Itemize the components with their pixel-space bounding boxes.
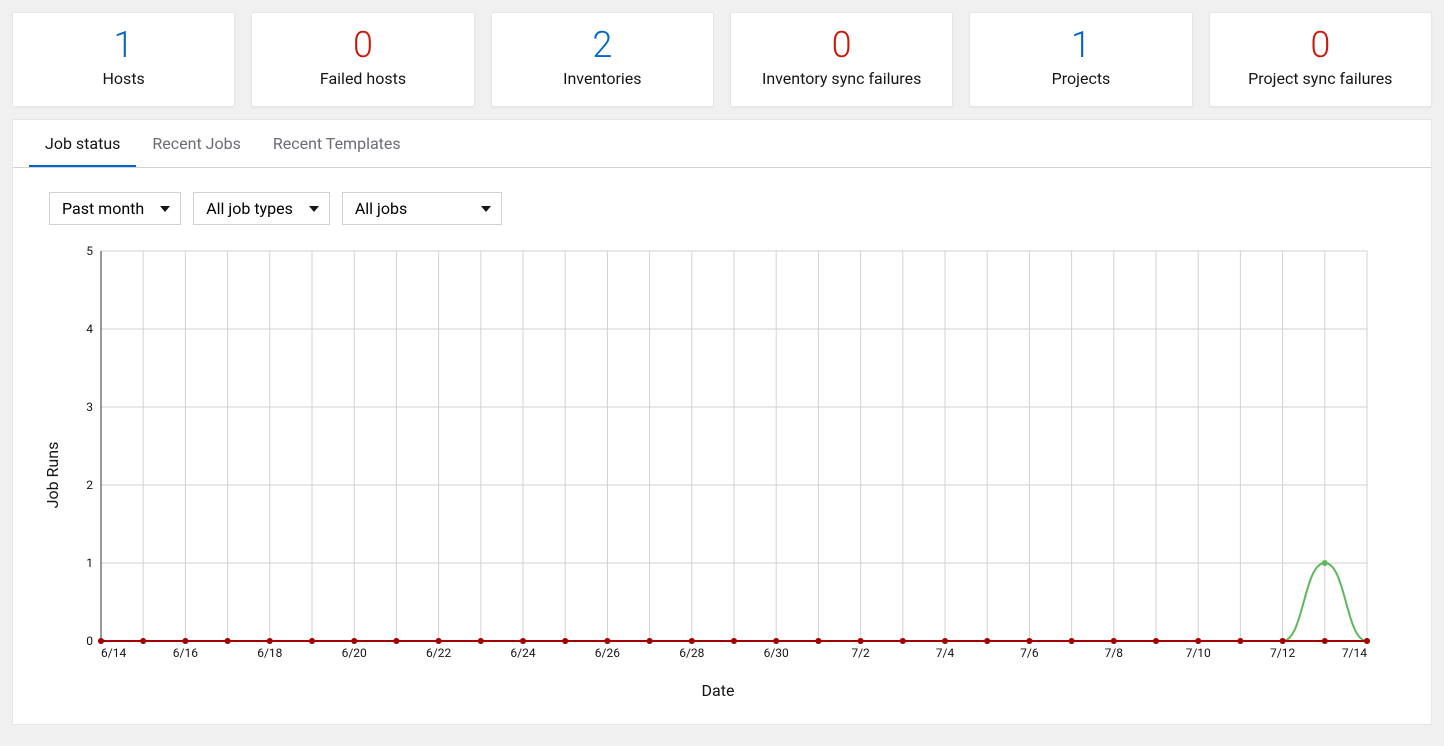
summary-card[interactable]: 0 Project sync failures	[1209, 12, 1432, 107]
card-label: Projects	[970, 69, 1191, 88]
chart-xlabel: Date	[41, 681, 1395, 700]
chevron-down-icon	[309, 206, 319, 212]
svg-text:3: 3	[86, 400, 93, 414]
summary-card[interactable]: 1 Hosts	[12, 12, 235, 107]
svg-text:2: 2	[86, 478, 93, 492]
card-label: Inventories	[492, 69, 713, 88]
svg-text:7/14: 7/14	[1342, 646, 1367, 660]
svg-text:6/28: 6/28	[679, 646, 704, 660]
tab-recent-templates[interactable]: Recent Templates	[257, 120, 417, 167]
svg-text:6/26: 6/26	[595, 646, 620, 660]
filter-jobs-dropdown[interactable]: All jobs	[342, 192, 502, 225]
svg-text:6/22: 6/22	[426, 646, 451, 660]
filter-jobs-label: All jobs	[355, 199, 407, 218]
svg-text:6/20: 6/20	[342, 646, 367, 660]
card-label: Inventory sync failures	[731, 69, 952, 88]
chevron-down-icon	[160, 206, 170, 212]
card-value: 0	[1210, 27, 1431, 63]
tab-job-status[interactable]: Job status	[29, 120, 136, 167]
card-value: 1	[13, 27, 234, 63]
filter-jobtypes-label: All job types	[206, 199, 293, 218]
filter-range-label: Past month	[62, 199, 144, 218]
card-value: 0	[731, 27, 952, 63]
svg-text:6/18: 6/18	[257, 646, 282, 660]
svg-text:6/24: 6/24	[510, 646, 535, 660]
svg-text:0: 0	[86, 634, 93, 648]
summary-card[interactable]: 1 Projects	[969, 12, 1192, 107]
svg-text:6/14: 6/14	[101, 646, 126, 660]
svg-text:7/8: 7/8	[1105, 646, 1124, 660]
card-value: 1	[970, 27, 1191, 63]
svg-text:6/16: 6/16	[173, 646, 198, 660]
svg-text:7/12: 7/12	[1270, 646, 1295, 660]
filter-jobtypes-dropdown[interactable]: All job types	[193, 192, 330, 225]
job-status-chart: 0 1 2 3 4 5 6/14 6/16 6/18 6/20 6/22 6/24 6/26 6/28 6/…	[41, 241, 1381, 671]
svg-text:4: 4	[86, 322, 93, 336]
svg-text:7/2: 7/2	[851, 646, 870, 660]
card-label: Failed hosts	[252, 69, 473, 88]
card-value: 0	[252, 27, 473, 63]
svg-text:5: 5	[86, 244, 93, 258]
chart-ylabel: Job Runs	[43, 441, 62, 508]
card-label: Hosts	[13, 69, 234, 88]
summary-card[interactable]: 0 Inventory sync failures	[730, 12, 953, 107]
tab-recent-jobs[interactable]: Recent Jobs	[136, 120, 256, 167]
chevron-down-icon	[481, 206, 491, 212]
filter-range-dropdown[interactable]: Past month	[49, 192, 181, 225]
svg-text:7/10: 7/10	[1186, 646, 1211, 660]
summary-card[interactable]: 2 Inventories	[491, 12, 714, 107]
svg-text:1: 1	[86, 556, 93, 570]
card-value: 2	[492, 27, 713, 63]
card-label: Project sync failures	[1210, 69, 1431, 88]
tabs: Job statusRecent JobsRecent Templates	[13, 120, 1431, 168]
svg-text:7/4: 7/4	[936, 646, 955, 660]
summary-card[interactable]: 0 Failed hosts	[251, 12, 474, 107]
svg-text:6/30: 6/30	[764, 646, 789, 660]
svg-text:7/6: 7/6	[1020, 646, 1039, 660]
